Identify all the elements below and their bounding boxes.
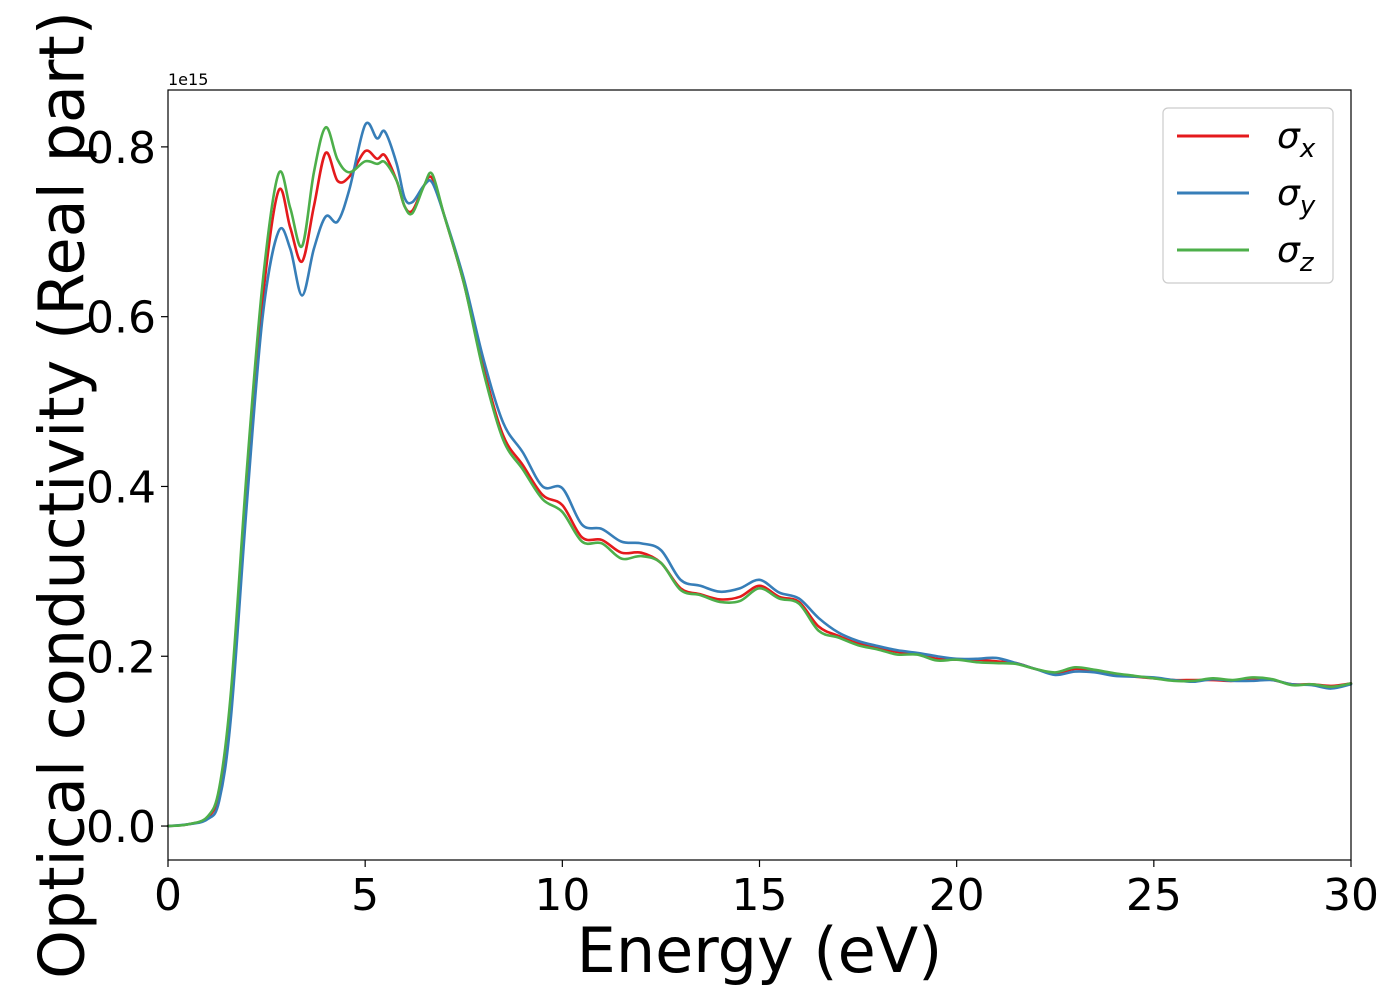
x-tick-label: 30 bbox=[1323, 870, 1379, 921]
y-tick-label: 0.8 bbox=[86, 123, 156, 174]
series-line-z bbox=[166, 126, 1353, 828]
x-tick-label: 10 bbox=[534, 870, 590, 921]
series-layer bbox=[166, 121, 1353, 828]
legend-label-y: σy bbox=[1277, 173, 1316, 221]
x-tick-label: 20 bbox=[929, 870, 985, 921]
x-tick-label: 0 bbox=[154, 870, 182, 921]
y-tick-label: 0.6 bbox=[86, 293, 156, 344]
y-tick-label: 0.2 bbox=[86, 632, 156, 683]
legend-label-x: σx bbox=[1277, 116, 1316, 164]
legend-label-z: σz bbox=[1277, 230, 1315, 278]
x-axis-ticks: 0 5 10 15 20 25 30 bbox=[154, 860, 1379, 921]
x-tick-label: 5 bbox=[351, 870, 379, 921]
series-line-y bbox=[166, 121, 1353, 828]
legend: σx σy σz bbox=[1162, 107, 1334, 284]
y-tick-label: 0.4 bbox=[86, 462, 156, 513]
y-tick-label: 0.0 bbox=[86, 802, 156, 853]
x-tick-label: 25 bbox=[1126, 870, 1182, 921]
x-tick-label: 15 bbox=[732, 870, 788, 921]
y-axis-ticks: 0.0 0.2 0.4 0.6 0.8 bbox=[86, 123, 168, 853]
y-offset-label: 1e15 bbox=[168, 70, 208, 89]
legend-box bbox=[1162, 107, 1334, 284]
y-axis-title: Optical conductivity (Real part) bbox=[26, 11, 99, 979]
x-axis-title: Energy (eV) bbox=[577, 914, 943, 987]
